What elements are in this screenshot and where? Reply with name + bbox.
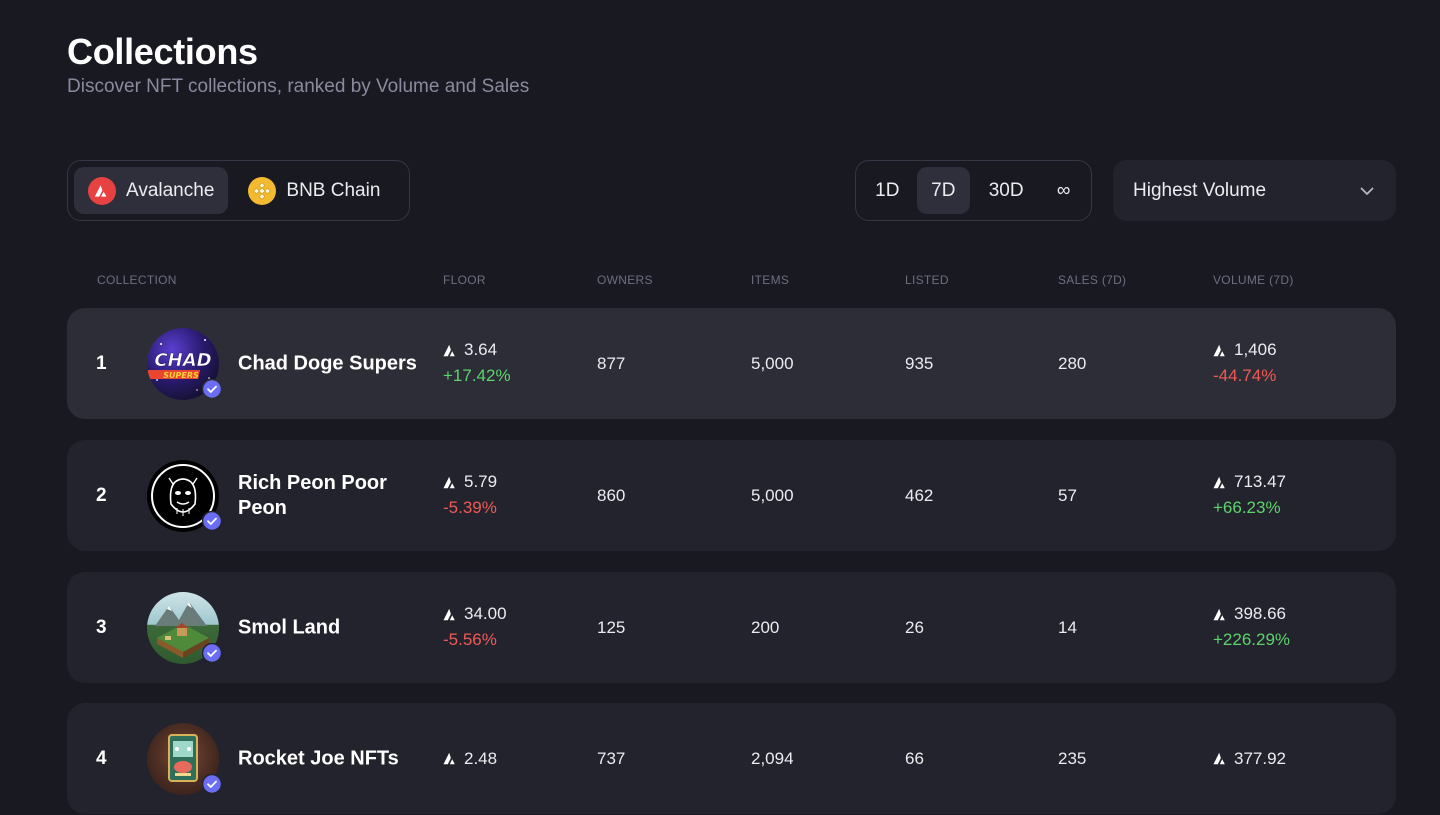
items-value: 2,094 xyxy=(751,748,794,768)
volume-cell: 377.92 xyxy=(1213,749,1286,769)
volume-value: 713.47 xyxy=(1234,472,1286,491)
volume-change: +66.23% xyxy=(1213,498,1281,517)
collection-avatar xyxy=(147,723,222,795)
row-rank: 1 xyxy=(96,352,107,374)
avalanche-icon xyxy=(1213,608,1225,620)
floor-cell: 5.79 -5.39% xyxy=(443,472,497,518)
chain-avalanche-label: Avalanche xyxy=(126,179,215,201)
column-header-listed[interactable]: LISTED xyxy=(905,273,949,287)
sales-value: 280 xyxy=(1058,353,1087,373)
avalanche-icon xyxy=(1213,344,1225,356)
collection-avatar xyxy=(147,592,222,664)
column-header-floor[interactable]: FLOOR xyxy=(443,273,486,287)
owners-value: 877 xyxy=(597,353,626,373)
items-value: 200 xyxy=(751,617,780,637)
listed-value: 26 xyxy=(905,617,924,637)
items-value: 5,000 xyxy=(751,485,794,505)
floor-cell: 3.64 +17.42% xyxy=(443,340,511,386)
avatar-logo-subtext: SUPERS xyxy=(163,371,199,380)
owners-value: 125 xyxy=(597,617,626,637)
bnb-icon xyxy=(248,176,277,205)
volume-cell: 713.47 +66.23% xyxy=(1213,472,1286,518)
owners-value: 737 xyxy=(597,748,626,768)
sales-value: 235 xyxy=(1058,748,1087,768)
table-row[interactable]: 3 Smol Land xyxy=(67,572,1396,683)
volume-change: -44.74% xyxy=(1213,366,1277,385)
avalanche-icon xyxy=(1213,752,1225,765)
floor-cell: 34.00 -5.56% xyxy=(443,604,507,650)
volume-value: 1,406 xyxy=(1234,340,1277,359)
chain-avalanche-button[interactable]: Avalanche xyxy=(74,167,229,214)
volume-cell: 398.66 +226.29% xyxy=(1213,604,1290,650)
listed-value: 935 xyxy=(905,353,934,373)
column-header-sales[interactable]: SALES (7D) xyxy=(1058,273,1127,287)
collection-avatar xyxy=(147,460,222,532)
smol-land-logo xyxy=(155,602,209,658)
chain-selector: Avalanche BNB Chain xyxy=(67,160,410,221)
collection-avatar: CHAD SUPERS xyxy=(147,328,222,400)
collection-name[interactable]: Rich Peon Poor Peon xyxy=(238,471,387,519)
period-selector: 1D 7D 30D ∞ xyxy=(855,160,1092,221)
floor-cell: 2.48 xyxy=(443,749,497,769)
sales-value: 14 xyxy=(1058,617,1077,637)
volume-value: 377.92 xyxy=(1234,748,1286,768)
chain-bnb-button[interactable]: BNB Chain xyxy=(234,167,394,214)
chain-bnb-label: BNB Chain xyxy=(286,179,381,201)
floor-change: -5.39% xyxy=(443,498,497,517)
avalanche-icon xyxy=(88,176,116,205)
sort-dropdown[interactable]: Highest Volume xyxy=(1113,160,1396,221)
table-row[interactable]: 2 Rich Peon Poor Peon 5.79 xyxy=(67,440,1396,551)
avatar-logo-text: CHAD xyxy=(154,350,211,371)
floor-price: 3.64 xyxy=(464,340,498,359)
verified-badge-icon xyxy=(202,379,222,399)
rocket-joe-logo xyxy=(168,734,198,782)
listed-value: 66 xyxy=(905,748,924,768)
peon-face-logo xyxy=(151,464,215,528)
volume-change: +226.29% xyxy=(1213,630,1291,649)
table-row[interactable]: 1 CHAD SUPERS Chad Doge Supers 3.64 xyxy=(67,308,1396,419)
row-rank: 2 xyxy=(96,484,107,506)
verified-badge-icon xyxy=(202,774,222,794)
row-rank: 4 xyxy=(96,747,107,769)
owners-value: 860 xyxy=(597,485,626,505)
period-7d-button[interactable]: 7D xyxy=(916,167,971,214)
row-rank: 3 xyxy=(96,616,107,638)
sales-value: 57 xyxy=(1058,485,1077,505)
column-header-volume[interactable]: VOLUME (7D) xyxy=(1213,273,1294,287)
avalanche-icon xyxy=(443,476,455,488)
floor-price: 5.79 xyxy=(464,472,498,491)
verified-badge-icon xyxy=(202,511,222,531)
avalanche-icon xyxy=(443,752,455,765)
collection-name[interactable]: Smol Land xyxy=(238,616,341,638)
collection-name[interactable]: Rocket Joe NFTs xyxy=(238,747,399,769)
sort-dropdown-value: Highest Volume xyxy=(1133,179,1267,201)
avalanche-icon xyxy=(443,344,455,356)
floor-change: -5.56% xyxy=(443,630,497,649)
verified-badge-icon xyxy=(202,643,222,663)
avalanche-icon xyxy=(1213,476,1225,488)
listed-value: 462 xyxy=(905,485,934,505)
chad-doge-logo: CHAD SUPERS xyxy=(147,339,212,391)
collection-name[interactable]: Chad Doge Supers xyxy=(238,352,417,374)
volume-cell: 1,406 -44.74% xyxy=(1213,340,1277,386)
period-1d-button[interactable]: 1D xyxy=(875,179,900,201)
column-header-collection[interactable]: COLLECTION xyxy=(97,273,177,287)
table-row[interactable]: 4 Rocket Joe NFTs 2.48 xyxy=(67,703,1396,814)
period-all-button[interactable]: ∞ xyxy=(1056,179,1071,201)
floor-price: 2.48 xyxy=(464,748,498,768)
floor-price: 34.00 xyxy=(464,604,507,623)
volume-value: 398.66 xyxy=(1234,604,1286,623)
avalanche-icon xyxy=(443,608,455,620)
period-30d-button[interactable]: 30D xyxy=(988,179,1024,201)
column-header-items[interactable]: ITEMS xyxy=(751,273,790,287)
column-header-owners[interactable]: OWNERS xyxy=(597,273,653,287)
chevron-down-icon xyxy=(1360,180,1374,202)
items-value: 5,000 xyxy=(751,353,794,373)
page-title: Collections xyxy=(67,31,258,72)
floor-change: +17.42% xyxy=(443,366,511,385)
page-subtitle: Discover NFT collections, ranked by Volu… xyxy=(67,76,530,97)
